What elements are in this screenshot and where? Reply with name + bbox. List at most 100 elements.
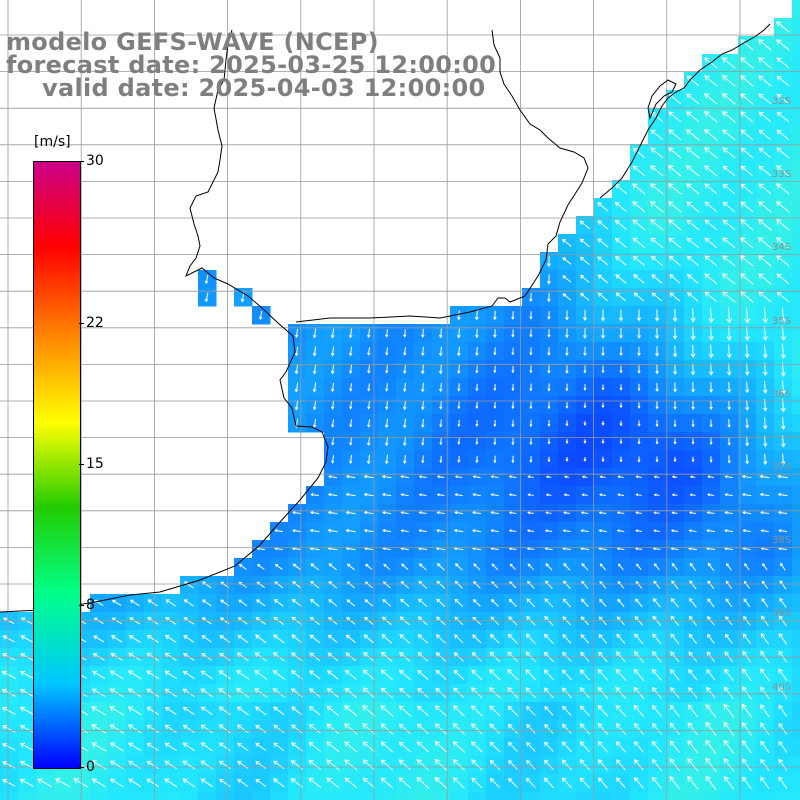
wind-vector-arrow [743, 615, 751, 626]
wind-vector-arrow [237, 742, 249, 752]
wind-vector-arrow [673, 363, 678, 375]
coastline-brazil-path [599, 23, 771, 199]
wind-vector-arrow [55, 778, 71, 788]
wind-vector-arrow [272, 670, 285, 680]
wind-vector-arrow [745, 381, 750, 394]
wind-vector-arrow [705, 757, 717, 772]
wind-vector-arrow [273, 634, 285, 644]
wind-vector-arrow [436, 511, 445, 515]
wind-vector-arrow [346, 563, 355, 571]
latitude-label: 39S [772, 608, 792, 620]
wind-vector-arrow [705, 703, 717, 718]
wind-vector-arrow [653, 493, 660, 497]
wind-vector-arrow [402, 418, 407, 429]
wind-vector-arrow [704, 75, 718, 87]
wind-vector-arrow [758, 147, 772, 159]
wind-vector-arrow [529, 292, 533, 303]
wind-speed-cell [792, 396, 800, 415]
wind-speed-cell [792, 702, 800, 721]
valid-date-title: valid date: 2025-04-03 12:00:00 [42, 74, 486, 102]
wind-speed-cell [702, 792, 721, 800]
wind-vector-arrow [493, 455, 497, 464]
wind-vector-arrow [490, 529, 499, 533]
wind-vector-arrow [779, 597, 787, 608]
wind-vector-arrow [526, 547, 535, 551]
wind-vector-arrow [366, 328, 371, 339]
wind-vector-arrow [439, 382, 443, 393]
wind-vector-arrow [614, 219, 627, 230]
wind-vector-arrow [527, 511, 534, 515]
wind-vector-arrow [385, 383, 389, 392]
wind-vector-arrow [420, 382, 425, 393]
wind-vector-arrow [219, 635, 231, 643]
wind-vector-arrow [619, 456, 623, 463]
model-title: modelo GEFS-WAVE (NCEP) [6, 28, 379, 56]
wind-vector-arrow [400, 493, 409, 497]
wind-vector-arrow [489, 777, 500, 788]
wind-vector-arrow [146, 760, 160, 770]
wind-vector-arrow [508, 529, 517, 533]
wind-vector-arrow [686, 255, 699, 266]
wind-vector-arrow [472, 475, 481, 479]
wind-vector-arrow [762, 563, 768, 571]
wind-vector-arrow [686, 75, 700, 87]
wind-vector-arrow [1, 688, 16, 697]
wind-vector-arrow [19, 778, 34, 787]
wind-vector-arrow [37, 778, 53, 788]
wind-vector-arrow [454, 510, 464, 515]
wind-vector-arrow [348, 346, 353, 357]
wind-vector-arrow [727, 381, 732, 393]
wind-vector-arrow [582, 309, 588, 322]
wind-vector-arrow [581, 493, 588, 497]
wind-vector-arrow [344, 687, 357, 699]
wind-vector-arrow [724, 686, 734, 700]
wind-vector-arrow [453, 528, 464, 533]
wind-vector-arrow [438, 364, 443, 375]
wind-vector-arrow [617, 475, 624, 479]
wind-vector-arrow [636, 309, 642, 322]
wind-vector-arrow [218, 760, 231, 770]
wind-vector-arrow [327, 670, 339, 680]
wind-vector-arrow [709, 437, 713, 446]
wind-vector-arrow [349, 437, 353, 446]
wind-speed-cell [450, 792, 469, 800]
wind-vector-arrow [473, 563, 481, 571]
wind-vector-arrow [583, 346, 587, 357]
colorbar-unit-label: [m/s] [34, 134, 71, 150]
wind-speed-cell [792, 450, 800, 469]
wind-vector-arrow [421, 418, 425, 428]
wind-vector-arrow [457, 364, 461, 375]
wind-vector-arrow [776, 39, 790, 51]
wind-vector-arrow [438, 346, 443, 357]
wind-vector-arrow [385, 347, 389, 356]
wind-vector-arrow [778, 704, 788, 717]
wind-vector-arrow [127, 688, 142, 698]
wind-vector-arrow [776, 237, 790, 249]
wind-vector-arrow [417, 616, 428, 626]
wind-vector-arrow [435, 669, 447, 680]
wind-vector-arrow [704, 201, 718, 213]
wind-vector-arrow [740, 219, 754, 231]
wind-vector-arrow [673, 401, 677, 410]
wind-vector-arrow [691, 456, 695, 463]
wind-vector-arrow [238, 599, 248, 607]
wind-vector-arrow [327, 528, 338, 533]
wind-vector-arrow [581, 475, 588, 479]
wind-vector-arrow [328, 563, 338, 571]
wind-vector-arrow [294, 328, 299, 339]
wind-vector-arrow [490, 493, 499, 497]
wind-vector-arrow [436, 563, 445, 571]
wind-vector-arrow [655, 346, 660, 357]
wind-vector-arrow [237, 634, 249, 643]
wind-vector-arrow [637, 402, 641, 409]
wind-vector-arrow [580, 598, 589, 608]
wind-vector-arrow [127, 706, 142, 716]
wind-vector-arrow [688, 669, 698, 681]
wind-vector-arrow [705, 775, 717, 790]
wind-vector-arrow [344, 705, 358, 717]
wind-vector-arrow [344, 669, 357, 680]
wind-vector-arrow [363, 510, 374, 515]
wind-vector-arrow [637, 383, 641, 392]
wind-vector-arrow [742, 776, 752, 790]
wind-vector-arrow [436, 580, 446, 589]
